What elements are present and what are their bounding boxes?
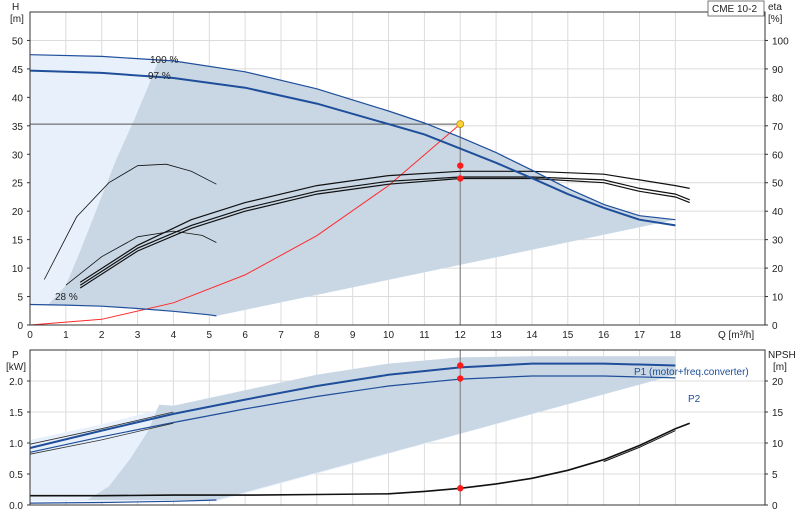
y-tick-label-right-bottom: 0 bbox=[772, 501, 778, 512]
x-axis-title: Q [m³/h] bbox=[718, 330, 754, 341]
y-tick-label-left: 25 bbox=[12, 179, 24, 190]
x-tick-label: 10 bbox=[383, 330, 395, 341]
envelope-mid-bottom bbox=[87, 356, 676, 500]
power-point bbox=[457, 362, 464, 369]
y-tick-label-left: 40 bbox=[12, 93, 24, 104]
series-label-p1: P1 (motor+freq.converter) bbox=[634, 367, 749, 378]
x-tick-label: 1 bbox=[63, 330, 69, 341]
x-tick-label: 3 bbox=[135, 330, 141, 341]
curve-label: 100 % bbox=[150, 55, 178, 66]
curve-label: 28 % bbox=[55, 292, 78, 303]
plot-frame-top bbox=[29, 11, 766, 326]
x-tick-label: 12 bbox=[455, 330, 467, 341]
y-tick-label-left: 30 bbox=[12, 150, 24, 161]
y-tick-label-left: 15 bbox=[12, 236, 24, 247]
x-tick-label: 8 bbox=[314, 330, 320, 341]
y-tick-label-right-bottom: 20 bbox=[772, 377, 784, 388]
y-tick-label-right: 10 bbox=[772, 293, 784, 304]
y-tick-label-right: 20 bbox=[772, 264, 784, 275]
eta-curve bbox=[79, 177, 690, 289]
power-p2-curve bbox=[29, 375, 676, 453]
x-tick-label: 7 bbox=[278, 330, 284, 341]
y-tick-label-left-bottom: 1.5 bbox=[9, 408, 23, 419]
power-point bbox=[457, 375, 464, 382]
y-tick-label-left: 0 bbox=[17, 321, 23, 332]
eta-curve bbox=[79, 170, 690, 283]
npsh-point bbox=[457, 485, 464, 492]
power-low-curve bbox=[29, 499, 217, 504]
eta-curve bbox=[43, 163, 217, 280]
power-p1-curve bbox=[29, 362, 676, 449]
plot-frame-bottom bbox=[29, 349, 766, 506]
head-curve bbox=[29, 54, 676, 221]
y-tick-label-left-bottom: 0.0 bbox=[9, 501, 23, 512]
y-axis-unit-right-bottom: [m] bbox=[773, 362, 787, 373]
y-tick-label-right: 0 bbox=[772, 321, 778, 332]
y-axis-title-left: H bbox=[12, 2, 19, 13]
x-tick-label: 18 bbox=[670, 330, 682, 341]
x-tick-label: 16 bbox=[598, 330, 610, 341]
envelope-mid-top bbox=[47, 58, 676, 316]
power-thin-curve bbox=[29, 411, 174, 445]
head-curve bbox=[29, 303, 217, 317]
eta-point bbox=[457, 162, 464, 169]
y-tick-label-right: 40 bbox=[772, 207, 784, 218]
y-tick-label-left: 50 bbox=[12, 36, 24, 47]
x-tick-label: 5 bbox=[206, 330, 212, 341]
y-axis-unit-right: [%] bbox=[768, 14, 783, 25]
x-tick-label: 2 bbox=[99, 330, 105, 341]
y-axis-title-right-bottom: NPSH bbox=[768, 350, 796, 361]
y-tick-label-right: 60 bbox=[772, 150, 784, 161]
y-axis-unit-left: [m] bbox=[10, 14, 24, 25]
y-tick-label-left-bottom: 0.5 bbox=[9, 470, 23, 481]
x-tick-label: 17 bbox=[634, 330, 646, 341]
y-tick-label-right: 50 bbox=[772, 179, 784, 190]
y-tick-label-right: 30 bbox=[772, 236, 784, 247]
chart-title: CME 10-2 bbox=[712, 4, 757, 15]
y-tick-label-right-bottom: 5 bbox=[772, 470, 778, 481]
power-thin-curve bbox=[29, 422, 174, 455]
y-tick-label-right-bottom: 15 bbox=[772, 408, 784, 419]
eta-point bbox=[457, 175, 464, 182]
y-tick-label-left: 45 bbox=[12, 65, 24, 76]
y-tick-label-right: 70 bbox=[772, 122, 784, 133]
x-tick-label: 9 bbox=[350, 330, 356, 341]
y-tick-label-right: 90 bbox=[772, 65, 784, 76]
x-tick-label: 4 bbox=[171, 330, 177, 341]
y-axis-title-right: eta bbox=[768, 2, 782, 13]
y-tick-label-right: 100 bbox=[772, 36, 789, 47]
y-tick-label-right-bottom: 10 bbox=[772, 439, 784, 450]
y-tick-label-left-bottom: 1.0 bbox=[9, 439, 23, 450]
x-tick-label: 11 bbox=[419, 330, 430, 341]
duty-point bbox=[456, 120, 465, 129]
y-tick-label-left: 20 bbox=[12, 207, 24, 218]
chart-title-box bbox=[707, 0, 765, 17]
curve-label: 97 % bbox=[148, 71, 171, 82]
y-tick-label-left: 35 bbox=[12, 122, 24, 133]
eta-curve bbox=[79, 176, 690, 286]
y-tick-label-left: 5 bbox=[17, 293, 23, 304]
x-tick-label: 15 bbox=[562, 330, 574, 341]
system-curve bbox=[29, 123, 461, 326]
npsh-curve-alt bbox=[603, 430, 676, 463]
x-tick-label: 13 bbox=[491, 330, 503, 341]
y-axis-title-left-bottom: P bbox=[12, 350, 19, 361]
y-tick-label-left: 10 bbox=[12, 264, 24, 275]
x-tick-label: 14 bbox=[526, 330, 538, 341]
eta-curve bbox=[65, 230, 217, 286]
y-axis-unit-left-bottom: [kW] bbox=[6, 362, 26, 373]
head-curve bbox=[29, 69, 676, 227]
y-tick-label-right: 80 bbox=[772, 93, 784, 104]
y-tick-label-left-bottom: 2.0 bbox=[9, 377, 23, 388]
x-tick-label: 6 bbox=[242, 330, 248, 341]
series-label-p2: P2 bbox=[688, 394, 701, 405]
x-tick-label: 0 bbox=[27, 330, 33, 341]
